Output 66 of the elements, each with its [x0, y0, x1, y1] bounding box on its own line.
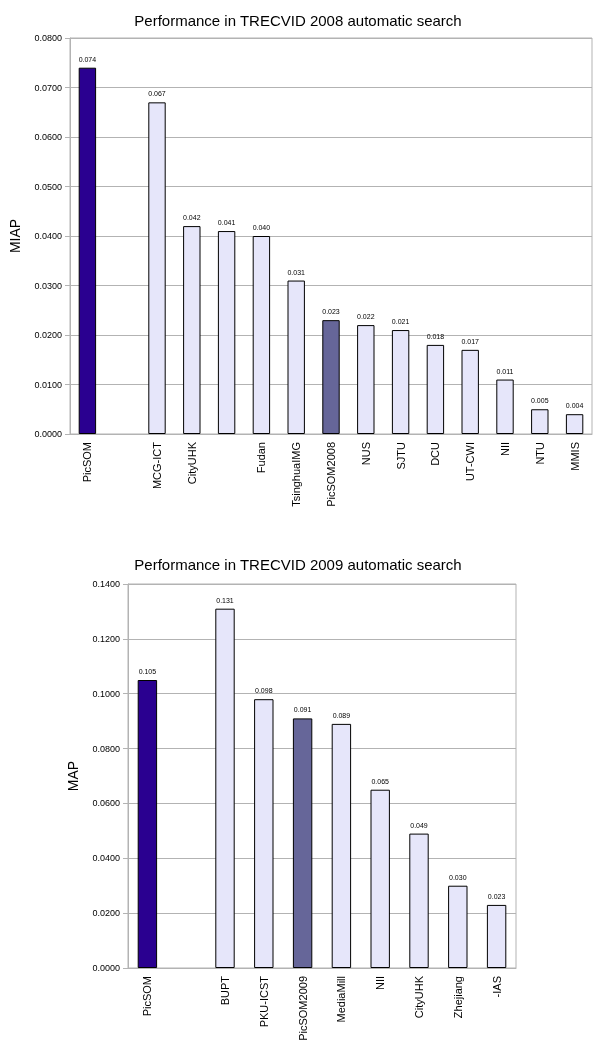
y-tick-label: 0.1200	[92, 633, 120, 644]
y-tick-label: 0.0800	[34, 33, 62, 43]
bar	[287, 280, 305, 434]
x-tick-label: PicSOM2008	[325, 442, 337, 507]
bar	[148, 102, 166, 434]
x-tick-label: PicSOM	[141, 976, 154, 1017]
bar	[217, 231, 236, 434]
bar	[78, 67, 97, 434]
bar	[370, 789, 390, 968]
x-tick-label: TsinghuaIMG	[290, 442, 303, 507]
x-tick-label: Zhejiang	[451, 976, 464, 1019]
x-tick-label: MediaMill	[335, 976, 348, 1023]
bar	[183, 226, 201, 434]
chart-title: Performance in TRECVID 2008 automatic search	[134, 12, 462, 29]
x-tick-label: MCG-ICT	[151, 441, 163, 490]
bar	[448, 885, 468, 968]
bar	[137, 680, 158, 968]
y-tick-label: 0.0700	[34, 82, 62, 93]
y-tick-label: 0.0500	[34, 181, 62, 192]
x-tick-label: CityUHK	[185, 441, 198, 485]
bar	[292, 718, 313, 968]
y-tick-label: 0.0000	[34, 429, 62, 439]
x-tick-label: MMIS	[568, 442, 581, 471]
y-tick-label: 0.0200	[34, 330, 62, 340]
x-tick-label: PicSOM	[81, 442, 94, 483]
bar	[496, 379, 514, 434]
x-tick-label: NUS	[359, 442, 372, 466]
bar	[409, 833, 429, 968]
bar	[531, 409, 549, 434]
bar	[391, 330, 410, 434]
y-tick-label: 0.0600	[34, 132, 62, 142]
bar	[461, 349, 479, 434]
y-tick-label: 0.1000	[92, 688, 120, 699]
bar	[252, 236, 271, 434]
bar	[426, 344, 445, 434]
y-tick-label: 0.1400	[92, 579, 120, 589]
bar	[486, 904, 507, 968]
chart-title: Performance in TRECVID 2009 automatic search	[134, 556, 462, 573]
bar	[565, 414, 584, 434]
y-tick-label: 0.0300	[34, 280, 62, 291]
x-tick-label: BUPT	[219, 975, 231, 1006]
y-tick-label: 0.0400	[34, 231, 62, 241]
y-tick-label: 0.0400	[92, 853, 120, 864]
y-axis-title: MIAP	[7, 218, 23, 254]
bar	[254, 699, 274, 968]
x-tick-label: PicSOM2009	[296, 976, 309, 1041]
y-axis-title: MAP	[65, 760, 81, 792]
x-tick-label: -IAS	[490, 976, 503, 998]
bar	[215, 608, 235, 968]
y-tick-label: 0.0200	[92, 908, 120, 919]
x-tick-label: Fudan	[255, 442, 268, 474]
x-tick-label: PKU-ICST	[257, 975, 270, 1028]
x-tick-label: NII	[374, 976, 387, 991]
bar	[357, 325, 375, 434]
x-tick-label: NII	[499, 442, 511, 457]
y-tick-label: 0.0600	[92, 798, 120, 809]
y-tick-label: 0.0800	[92, 743, 120, 754]
x-tick-label: SJTU	[394, 441, 407, 470]
bar	[322, 320, 340, 434]
x-tick-label: UT-CWI	[464, 442, 477, 482]
x-tick-label: NTU	[533, 441, 546, 465]
x-tick-label: DCU	[429, 441, 442, 466]
x-tick-label: CityUHK	[413, 975, 425, 1019]
bar	[331, 723, 352, 968]
y-tick-label: 0.0100	[34, 379, 62, 390]
y-tick-label: 0.0000	[92, 963, 120, 973]
